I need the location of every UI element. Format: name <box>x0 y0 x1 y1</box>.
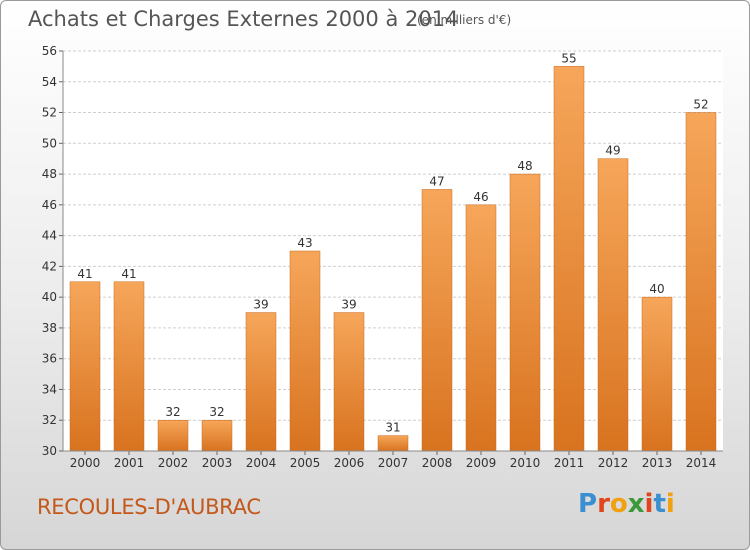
y-tick-label: 42 <box>42 259 57 273</box>
bar <box>333 312 365 452</box>
y-tick-label: 32 <box>42 413 57 427</box>
x-tick-label: 2005 <box>290 456 321 470</box>
data-label: 41 <box>121 267 136 281</box>
x-tick-label: 2006 <box>334 456 365 470</box>
logo-letter: r <box>597 489 610 519</box>
data-label: 55 <box>561 51 576 65</box>
data-label: 52 <box>693 98 708 112</box>
x-tick-label: 2004 <box>246 456 277 470</box>
x-tick-label: 2003 <box>202 456 233 470</box>
bar <box>641 296 673 452</box>
y-tick-label: 44 <box>42 229 57 243</box>
y-tick-label: 30 <box>42 444 57 458</box>
data-label: 31 <box>385 421 400 435</box>
y-tick-label: 52 <box>42 106 57 120</box>
bar <box>597 158 629 452</box>
bar <box>69 281 101 452</box>
logo-letter: i <box>665 489 675 519</box>
y-tick-label: 38 <box>42 321 57 335</box>
data-label: 39 <box>341 298 356 312</box>
x-tick-label: 2000 <box>70 456 101 470</box>
data-label: 43 <box>297 236 312 250</box>
y-tick-label: 48 <box>42 167 57 181</box>
bars: 41 41 32 32 39 43 39 31 47 46 48 55 49 40 52 <box>69 51 717 452</box>
chart-title: Achats et Charges Externes 2000 à 2014 <box>28 7 459 31</box>
logo-letter: x <box>627 489 645 519</box>
y-tick-label: 46 <box>42 198 57 212</box>
bar <box>157 419 189 452</box>
x-tick-label: 2001 <box>114 456 145 470</box>
y-tick-label: 40 <box>42 290 57 304</box>
x-tick-label: 2009 <box>466 456 497 470</box>
logo-letter: i <box>644 489 654 519</box>
logo-letter: t <box>653 489 666 519</box>
x-axis: 2000 2001 2002 2003 2004 2005 2006 2007 2008 2009… <box>63 450 723 470</box>
data-label: 32 <box>209 405 224 419</box>
proxiti-logo[interactable]: Proxiti <box>578 489 675 519</box>
bar <box>509 173 541 452</box>
x-tick-label: 2002 <box>158 456 189 470</box>
bar <box>465 204 497 452</box>
data-label: 47 <box>429 174 444 188</box>
x-tick-label: 2010 <box>510 456 541 470</box>
bar <box>201 419 233 452</box>
y-tick-label: 34 <box>42 382 57 396</box>
bar <box>113 281 145 452</box>
data-label: 46 <box>473 190 488 204</box>
y-tick-label: 56 <box>42 44 57 58</box>
data-label: 49 <box>605 144 620 158</box>
data-label: 48 <box>517 159 532 173</box>
bar <box>289 250 321 452</box>
data-label: 41 <box>77 267 92 281</box>
y-tick-label: 54 <box>42 75 57 89</box>
data-label: 40 <box>649 282 664 296</box>
unit-note: (en milliers d'€) <box>417 13 512 27</box>
bar <box>685 112 717 452</box>
bar <box>377 435 409 452</box>
data-label: 39 <box>253 298 268 312</box>
data-label: 32 <box>165 405 180 419</box>
logo-letter: P <box>578 489 598 519</box>
x-tick-label: 2011 <box>554 456 585 470</box>
logo-letter: o <box>609 489 628 519</box>
y-axis: 30 32 34 36 38 40 42 44 46 48 50 52 54 56 <box>42 44 64 458</box>
bar <box>245 312 277 452</box>
bar <box>421 189 453 452</box>
x-tick-label: 2007 <box>378 456 409 470</box>
x-tick-label: 2008 <box>422 456 453 470</box>
y-tick-label: 36 <box>42 352 57 366</box>
commune-name: RECOULES-D'AUBRAC <box>37 495 261 519</box>
x-tick-label: 2013 <box>642 456 673 470</box>
x-tick-label: 2014 <box>686 456 717 470</box>
y-tick-label: 50 <box>42 136 57 150</box>
bar <box>553 66 585 452</box>
x-tick-label: 2012 <box>598 456 629 470</box>
